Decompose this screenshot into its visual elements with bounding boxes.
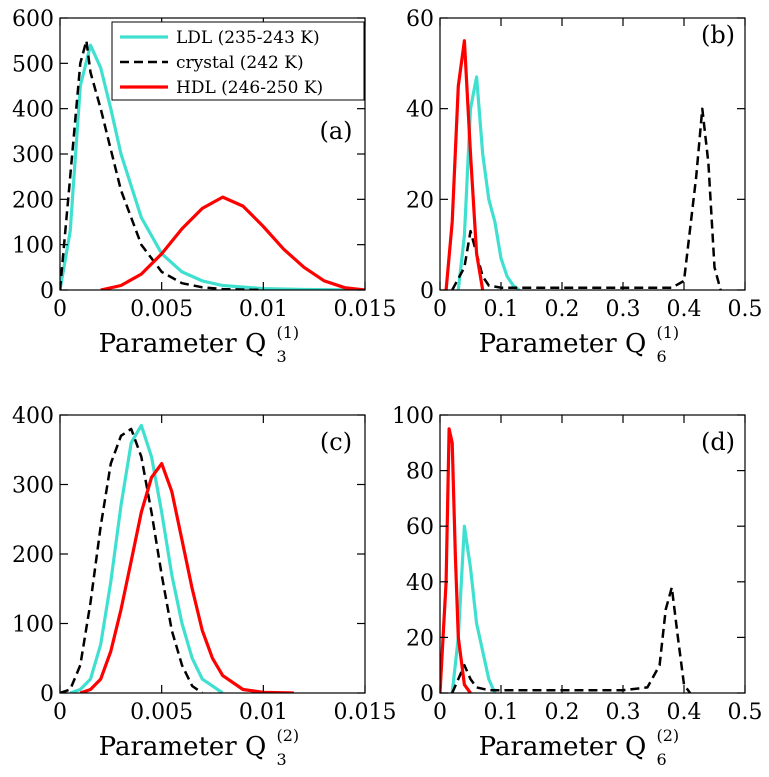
y-tick-label: 20 bbox=[406, 188, 434, 213]
panel-a: 0 0.005 0.01 0.015 0 100 200 300 400 500 600 Parame… bbox=[12, 7, 396, 366]
y-tick-label: 200 bbox=[12, 188, 54, 213]
x-axis-title: Parameter Q bbox=[479, 329, 647, 359]
panel-b: 0 0.1 0.2 0.3 0.4 0.5 0 20 40 60 Parameter Q 6 (1) (b… bbox=[406, 7, 763, 366]
x-tick-label: 0.015 bbox=[334, 700, 397, 725]
plot-frame bbox=[59, 414, 366, 694]
y-tick-label: 40 bbox=[406, 98, 434, 123]
panel-label: (a) bbox=[319, 117, 352, 145]
legend-label-ldl: LDL (235-243 K) bbox=[176, 28, 320, 48]
x-axis-subscript: 3 bbox=[277, 347, 287, 366]
legend-label-crystal: crystal (242 K) bbox=[176, 53, 304, 73]
x-tick-label: 0 bbox=[433, 700, 447, 725]
x-tick-label: 0.1 bbox=[484, 297, 519, 322]
x-tick-label: 0.005 bbox=[130, 700, 193, 725]
x-tick-label: 0 bbox=[53, 297, 67, 322]
y-tick-label: 300 bbox=[12, 143, 54, 168]
x-tick-label: 0.4 bbox=[667, 297, 702, 322]
y-tick-label: 60 bbox=[406, 515, 434, 540]
x-tick-label: 0.4 bbox=[667, 700, 702, 725]
series-hdl-line bbox=[444, 39, 485, 290]
panel-d: 0 0.1 0.2 0.3 0.4 0.5 0 20 40 60 80 100 Parameter Q 6… bbox=[392, 404, 763, 769]
legend-label-hdl: HDL (246-250 K) bbox=[176, 78, 323, 98]
x-axis-superscript: (1) bbox=[657, 323, 680, 342]
series-ldl-line bbox=[450, 524, 497, 693]
series-hdl-line bbox=[440, 427, 472, 693]
y-tick-label: 0 bbox=[420, 682, 434, 707]
x-tick-label: 0.2 bbox=[545, 297, 580, 322]
x-tick-label: 0.5 bbox=[728, 297, 763, 322]
x-tick-label: 0 bbox=[53, 700, 67, 725]
x-tick-label: 0.2 bbox=[545, 700, 580, 725]
x-tick-label: 0.3 bbox=[606, 700, 641, 725]
x-axis-title: Parameter Q bbox=[99, 732, 267, 762]
x-tick-label: 0.5 bbox=[728, 700, 763, 725]
x-tick-label: 0.005 bbox=[130, 297, 193, 322]
plot-frame bbox=[439, 17, 746, 291]
x-axis-superscript: (1) bbox=[277, 323, 300, 342]
panel-c: 0 0.005 0.01 0.015 0 100 200 300 400 Parameter Q 3… bbox=[12, 404, 396, 769]
x-tick-label: 0.01 bbox=[239, 700, 288, 725]
x-tick-label: 0.1 bbox=[484, 700, 519, 725]
series-hdl-line bbox=[100, 195, 365, 290]
y-tick-label: 600 bbox=[12, 7, 54, 32]
x-tick-label: 0.01 bbox=[239, 297, 288, 322]
series-ldl-line bbox=[60, 43, 365, 290]
x-tick-label: 0.3 bbox=[606, 297, 641, 322]
y-tick-label: 300 bbox=[12, 474, 54, 499]
series-crystal-line bbox=[60, 39, 264, 290]
x-axis-subscript: 3 bbox=[277, 750, 287, 769]
x-axis-subscript: 6 bbox=[657, 750, 667, 769]
y-tick-label: 100 bbox=[12, 234, 54, 259]
x-axis-title: Parameter Q bbox=[99, 329, 267, 359]
panel-label: (c) bbox=[320, 428, 352, 456]
y-tick-label: 0 bbox=[420, 279, 434, 304]
y-tick-label: 400 bbox=[12, 404, 54, 429]
x-axis-superscript: (2) bbox=[657, 726, 680, 745]
y-tick-label: 200 bbox=[12, 543, 54, 568]
series-crystal-line bbox=[451, 586, 692, 693]
panel-label: (d) bbox=[701, 428, 735, 456]
x-tick-label: 0.015 bbox=[334, 297, 397, 322]
y-tick-label: 100 bbox=[12, 613, 54, 638]
y-tick-label: 400 bbox=[12, 98, 54, 123]
series-hdl-line bbox=[79, 462, 294, 693]
y-tick-label: 0 bbox=[40, 682, 54, 707]
panel-label: (b) bbox=[701, 21, 735, 49]
series-ldl-line bbox=[456, 75, 521, 290]
x-axis-subscript: 6 bbox=[657, 347, 667, 366]
x-tick-label: 0 bbox=[433, 297, 447, 322]
x-axis-superscript: (2) bbox=[277, 726, 300, 745]
y-tick-label: 80 bbox=[406, 460, 434, 485]
y-tick-label: 500 bbox=[12, 52, 54, 77]
x-axis-title: Parameter Q bbox=[479, 732, 647, 762]
y-tick-label: 100 bbox=[392, 404, 434, 429]
legend: LDL (235-243 K) crystal (242 K) HDL (246-2… bbox=[111, 21, 365, 101]
plot-frame bbox=[439, 414, 746, 694]
series-crystal-line bbox=[451, 107, 722, 290]
y-tick-label: 20 bbox=[406, 626, 434, 651]
y-tick-label: 60 bbox=[406, 7, 434, 32]
series-crystal-line bbox=[60, 427, 204, 693]
y-tick-label: 0 bbox=[40, 279, 54, 304]
y-tick-label: 40 bbox=[406, 571, 434, 596]
series-ldl-line bbox=[69, 423, 224, 693]
